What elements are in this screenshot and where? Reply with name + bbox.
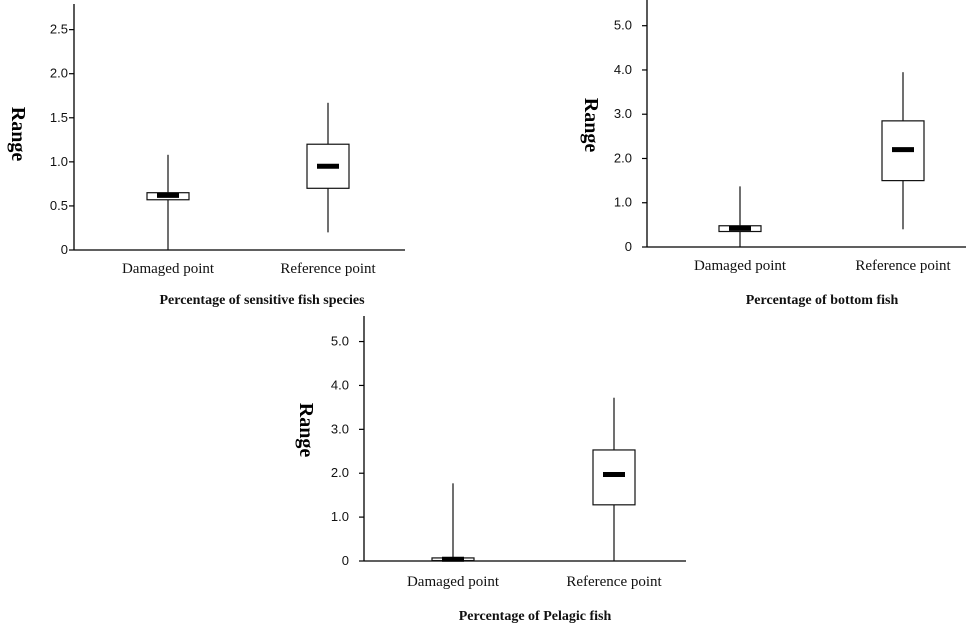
x-category-label: Reference point <box>855 258 951 274</box>
x-category-label: Damaged point <box>694 258 787 274</box>
x-category-label: Damaged point <box>407 574 500 590</box>
y-tick-label: 1.5 <box>50 110 68 125</box>
box-damaged-point <box>431 483 475 562</box>
box-reference-point <box>592 397 636 561</box>
y-tick-label: 4.0 <box>331 377 349 392</box>
box-plot-1: 0 0.5 1.0 1.5 2.0 2.5 Range Damaged point Refere… <box>7 4 405 308</box>
x-category-label: Reference point <box>280 261 376 277</box>
box-plot-3: 0 1.0 2.0 3.0 4.0 5.0 Range Damaged point Refere… <box>295 316 686 624</box>
y-tick-label: 3.0 <box>331 421 349 436</box>
chart-title: Percentage of Pelagic fish <box>459 609 612 624</box>
y-tick-label: 0.5 <box>50 198 68 213</box>
box-damaged-point <box>146 154 190 250</box>
y-tick-label: 2.0 <box>50 66 68 81</box>
y-axis-label: Range <box>295 403 317 458</box>
y-tick-label: 2.5 <box>50 22 68 37</box>
y-tick-label: 4.0 <box>614 62 632 77</box>
y-tick-label: 1.0 <box>614 195 632 210</box>
box-reference-point <box>881 72 925 230</box>
y-tick-label: 3.0 <box>614 106 632 121</box>
x-category-label: Damaged point <box>122 261 215 277</box>
y-tick-label: 1.0 <box>50 154 68 169</box>
y-axis-label: Range <box>7 107 29 162</box>
y-tick-label: 0 <box>342 553 349 568</box>
box-reference-point <box>306 102 350 233</box>
chart-title: Percentage of sensitive fish species <box>159 293 365 308</box>
iqr-box <box>592 449 636 506</box>
y-tick-label: 2.0 <box>614 150 632 165</box>
box-plot-2: 0 1.0 2.0 3.0 4.0 5.0 Range Damaged point Refere… <box>580 0 966 308</box>
y-axis-label: Range <box>580 98 602 153</box>
y-tick-label: 1.0 <box>331 509 349 524</box>
y-tick-label: 5.0 <box>614 18 632 33</box>
x-category-label: Reference point <box>566 574 662 590</box>
y-tick-label: 0 <box>625 239 632 254</box>
box-damaged-point <box>718 186 762 247</box>
y-tick-label: 5.0 <box>331 334 349 349</box>
y-tick-label: 0 <box>61 242 68 257</box>
y-tick-label: 2.0 <box>331 465 349 480</box>
chart-title: Percentage of bottom fish <box>746 293 899 308</box>
